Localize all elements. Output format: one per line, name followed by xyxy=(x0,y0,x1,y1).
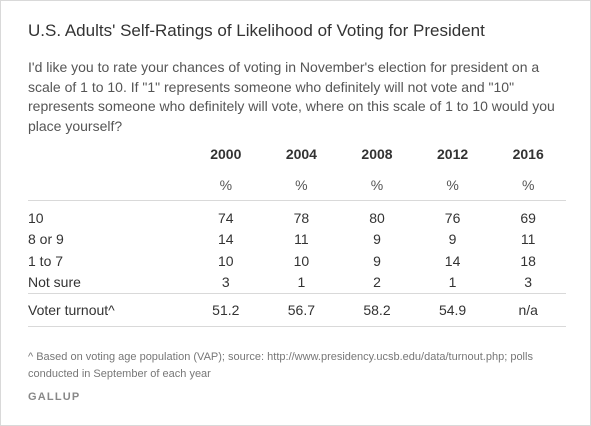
label-unit-cell xyxy=(28,170,188,201)
row-label: 10 xyxy=(28,209,44,226)
cell-value: 10 xyxy=(218,252,234,269)
cell-value: 18 xyxy=(520,252,536,269)
unit-label: % xyxy=(446,177,459,193)
cell-value: 76 xyxy=(444,209,461,226)
row-label: 8 or 9 xyxy=(28,231,64,248)
unit-label: % xyxy=(521,177,535,193)
label-header-cell xyxy=(28,138,188,170)
chart-title: U.S. Adults' Self-Ratings of Likelihood … xyxy=(28,21,485,40)
year-header: 2008 xyxy=(361,146,393,162)
year-header: 2000 xyxy=(210,146,242,162)
question-text: I'd like you to rate your chances of vot… xyxy=(28,59,555,134)
cell-value: 11 xyxy=(520,231,536,248)
unit-row: % % % % % xyxy=(28,170,566,201)
row-label: 1 to 7 xyxy=(28,252,64,269)
row-label: Voter turnout^ xyxy=(28,302,115,318)
row-label: Not sure xyxy=(28,274,81,291)
cell-value: 9 xyxy=(373,231,381,248)
year-header: 2012 xyxy=(437,146,469,162)
table-divider xyxy=(28,200,566,201)
footnote-text: ^ Based on voting age population (VAP); … xyxy=(28,351,533,380)
cell-value: 56.7 xyxy=(287,302,316,318)
table-row: 1 to 7 10 10 9 14 18 xyxy=(28,250,566,272)
turnout-row: Voter turnout^ 51.2 56.7 58.2 54.9 n/a xyxy=(28,294,566,326)
cell-value: 69 xyxy=(520,209,536,226)
cell-value: 14 xyxy=(218,231,234,248)
cell-value: 14 xyxy=(444,252,461,269)
cell-value: 54.9 xyxy=(438,302,467,318)
table-row: Not sure 3 1 2 1 3 xyxy=(28,272,566,294)
cell-value: 74 xyxy=(218,209,234,226)
cell-value: 1 xyxy=(448,274,457,291)
table-row: 10 74 78 80 76 69 xyxy=(28,201,566,229)
cell-value: 80 xyxy=(369,209,385,226)
cell-value: 11 xyxy=(294,231,309,248)
table-divider xyxy=(28,326,566,327)
year-header-row: 2000 2004 2008 2012 2016 xyxy=(28,138,566,170)
cell-value: 9 xyxy=(373,252,381,269)
cell-value: 2 xyxy=(373,274,381,291)
gallup-logo: GALLUP xyxy=(28,391,81,403)
results-table: 2000 2004 2008 2012 2016 % % % % % 10 74… xyxy=(28,138,566,327)
cell-value: 78 xyxy=(293,209,310,226)
cell-value: 51.2 xyxy=(212,302,240,318)
unit-label: % xyxy=(219,177,233,193)
year-header: 2016 xyxy=(512,146,544,162)
cell-value: 58.2 xyxy=(363,302,391,318)
cell-value: 9 xyxy=(448,231,457,248)
table-divider xyxy=(28,293,566,294)
table-row: 8 or 9 14 11 9 9 11 xyxy=(28,229,566,251)
cell-value: 1 xyxy=(297,274,306,291)
cell-value: 10 xyxy=(293,252,310,269)
year-header: 2004 xyxy=(285,146,317,162)
unit-label: % xyxy=(295,177,308,193)
unit-label: % xyxy=(370,177,384,193)
cell-value: 3 xyxy=(524,274,533,291)
cell-value: n/a xyxy=(518,302,538,318)
cell-value: 3 xyxy=(221,274,230,291)
